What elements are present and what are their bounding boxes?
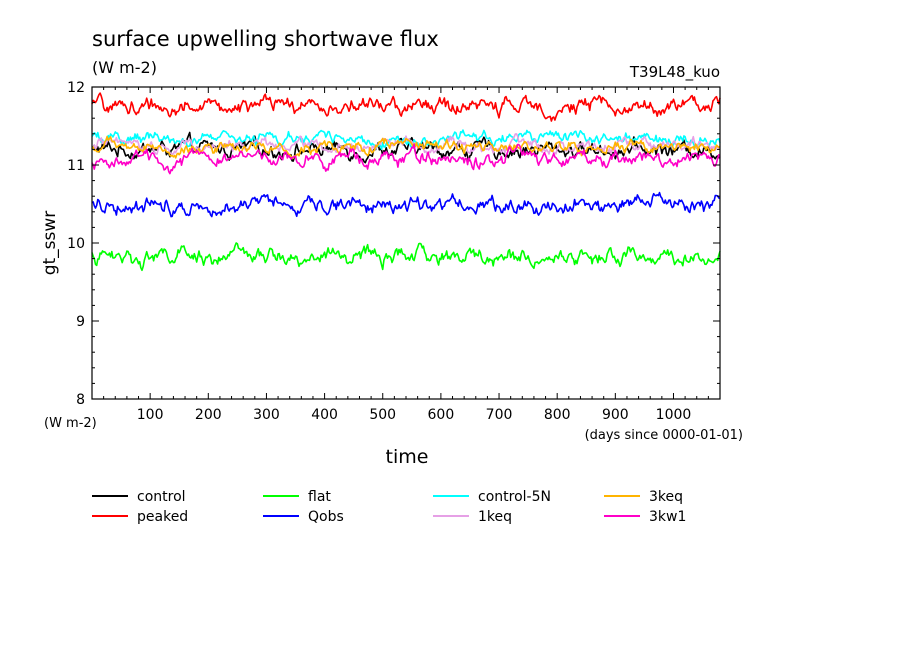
y-tick-label: 10 xyxy=(67,236,85,252)
x-tick-label: 300 xyxy=(253,407,280,423)
series-line-3keq xyxy=(91,135,721,159)
x-tick-label: 100 xyxy=(137,407,164,423)
y-tick-label: 9 xyxy=(76,314,85,330)
series-layer xyxy=(91,92,721,272)
y-tick-label: 8 xyxy=(76,392,85,408)
legend-label: peaked xyxy=(137,509,188,525)
x-tick-label: 400 xyxy=(311,407,338,423)
series-line-Qobs xyxy=(91,191,721,218)
x-axis-label: time xyxy=(386,446,429,468)
x-tick-label: 800 xyxy=(544,407,571,423)
y-unit-label: (W m-2) xyxy=(44,416,97,431)
series-line-flat xyxy=(91,242,721,272)
legend-label: 3kw1 xyxy=(649,509,686,525)
series-line-1keq xyxy=(91,133,721,156)
y-tick-label: 11 xyxy=(67,158,85,174)
legend: control peaked flat Qobs control-5N 1keq 3keq 3… xyxy=(92,489,686,525)
legend-label: 1keq xyxy=(478,509,512,525)
x-tick-label: 500 xyxy=(369,407,396,423)
y-tick-label: 12 xyxy=(67,80,85,96)
x-tick-label: 700 xyxy=(486,407,513,423)
legend-label: flat xyxy=(308,489,331,505)
series-line-control-5N xyxy=(91,129,721,150)
x-tick-label: 200 xyxy=(195,407,222,423)
legend-label: Qobs xyxy=(308,509,344,525)
series-line-peaked xyxy=(91,92,721,122)
legend-label: control xyxy=(137,489,186,505)
y-axis-label: gt_sswr xyxy=(40,211,60,276)
chart-subtitle: (W m-2) xyxy=(92,58,157,77)
x-tick-label: 900 xyxy=(602,407,629,423)
x-tick-label: 600 xyxy=(428,407,455,423)
chart-title: surface upwelling shortwave flux xyxy=(92,27,439,51)
x-axis: 100 200 300 400 500 600 700 800 900 1000 xyxy=(103,87,709,423)
run-label: T39L48_kuo xyxy=(629,63,720,82)
legend-label: control-5N xyxy=(478,489,551,505)
x-tick-label: 1000 xyxy=(656,407,692,423)
series-line-3kw1 xyxy=(91,143,721,175)
y-axis: 8 9 10 11 12 xyxy=(67,80,720,408)
x-unit-label: (days since 0000-01-01) xyxy=(585,428,743,443)
legend-label: 3keq xyxy=(649,489,683,505)
